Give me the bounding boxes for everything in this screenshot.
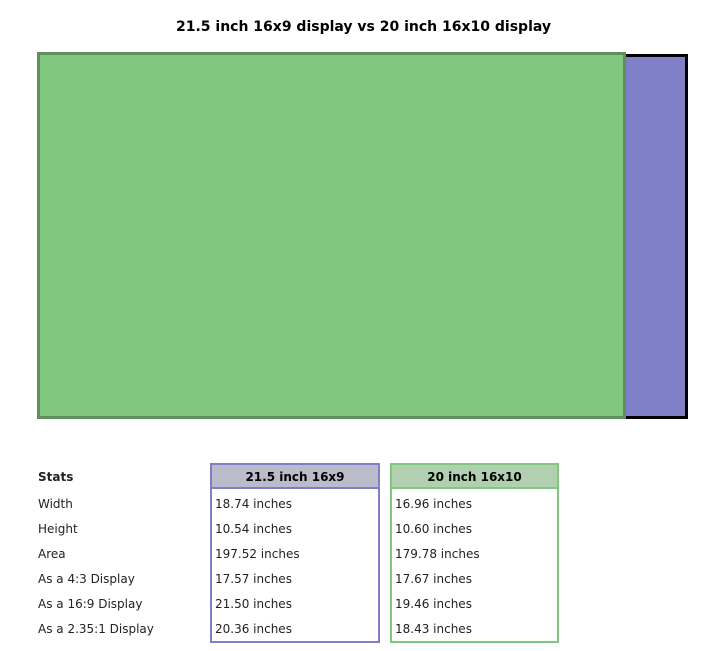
column-header: 21.5 inch 16x9: [212, 465, 378, 489]
column-box-1: [210, 463, 380, 643]
cell-value: 20.36 inches: [215, 622, 292, 636]
row-label: Area: [38, 547, 66, 561]
row-label: As a 4:3 Display: [38, 572, 135, 586]
cell-value: 18.43 inches: [395, 622, 472, 636]
column-box-2: [390, 463, 559, 643]
row-label: Height: [38, 522, 78, 536]
cell-value: 19.46 inches: [395, 597, 472, 611]
cell-value: 197.52 inches: [215, 547, 300, 561]
page-title: 21.5 inch 16x9 display vs 20 inch 16x10 …: [175, 19, 552, 35]
row-label: As a 16:9 Display: [38, 597, 143, 611]
cell-value: 16.96 inches: [395, 497, 472, 511]
cell-value: 18.74 inches: [215, 497, 292, 511]
cell-value: 17.67 inches: [395, 572, 472, 586]
row-label: As a 2.35:1 Display: [38, 622, 154, 636]
cell-value: 17.57 inches: [215, 572, 292, 586]
row-label: Width: [38, 497, 73, 511]
column-header: 20 inch 16x10: [392, 465, 557, 489]
cell-value: 179.78 inches: [395, 547, 480, 561]
stats-label: Stats: [38, 470, 74, 484]
cell-value: 10.54 inches: [215, 522, 292, 536]
cell-value: 10.60 inches: [395, 522, 472, 536]
display-16x10: [37, 52, 626, 419]
cell-value: 21.50 inches: [215, 597, 292, 611]
